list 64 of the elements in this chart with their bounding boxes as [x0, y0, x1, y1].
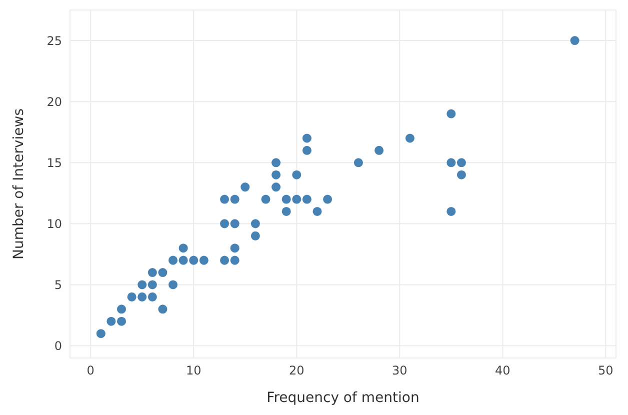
point — [148, 280, 157, 290]
point — [302, 134, 312, 143]
point — [405, 134, 414, 143]
point — [220, 256, 230, 265]
point — [168, 280, 178, 290]
point — [178, 244, 188, 253]
point — [250, 231, 260, 240]
point — [158, 268, 168, 278]
x-tick-label: 40 — [495, 364, 510, 378]
x-tick-label: 30 — [392, 364, 408, 378]
point — [220, 194, 230, 204]
point — [138, 280, 147, 290]
point — [292, 170, 302, 180]
point — [312, 206, 322, 216]
point — [96, 329, 106, 338]
point — [148, 268, 157, 278]
point — [189, 256, 198, 265]
point — [354, 158, 363, 168]
point — [261, 194, 270, 204]
point — [127, 292, 136, 302]
x-tick-label: 50 — [598, 364, 614, 378]
x-axis-title: Frequency of mention — [266, 390, 420, 406]
point — [240, 182, 250, 192]
point — [158, 304, 168, 314]
point — [302, 146, 312, 155]
point — [230, 244, 240, 253]
point — [178, 256, 188, 265]
point — [199, 256, 208, 265]
point — [323, 194, 332, 204]
point — [230, 256, 240, 265]
y-tick-label: 0 — [54, 339, 62, 354]
point — [106, 316, 116, 326]
point — [446, 109, 456, 118]
point — [272, 170, 281, 180]
x-tick-label: 0 — [86, 364, 94, 378]
point — [282, 194, 291, 204]
y-tick-label: 10 — [46, 216, 62, 231]
point — [138, 292, 147, 302]
x-tick-label: 20 — [289, 364, 304, 378]
point — [446, 158, 456, 168]
point — [250, 219, 260, 228]
point — [168, 256, 178, 265]
point — [570, 36, 580, 46]
point — [456, 158, 466, 168]
point — [446, 206, 456, 216]
point — [292, 194, 302, 204]
point — [230, 219, 240, 228]
point — [230, 194, 240, 204]
point — [116, 316, 126, 326]
point — [374, 146, 384, 155]
y-tick-label: 25 — [46, 34, 62, 48]
point — [456, 170, 466, 180]
point — [282, 206, 291, 216]
point — [272, 158, 281, 168]
point — [220, 219, 230, 228]
point — [302, 194, 312, 204]
point — [116, 304, 126, 314]
y-axis-title: Number of Interviews — [10, 108, 27, 260]
y-tick-label: 20 — [46, 94, 62, 109]
y-tick-label: 15 — [46, 156, 62, 170]
x-tick-label: 10 — [186, 364, 202, 378]
point — [272, 182, 281, 192]
point — [148, 292, 157, 302]
y-tick-label: 5 — [54, 278, 62, 292]
